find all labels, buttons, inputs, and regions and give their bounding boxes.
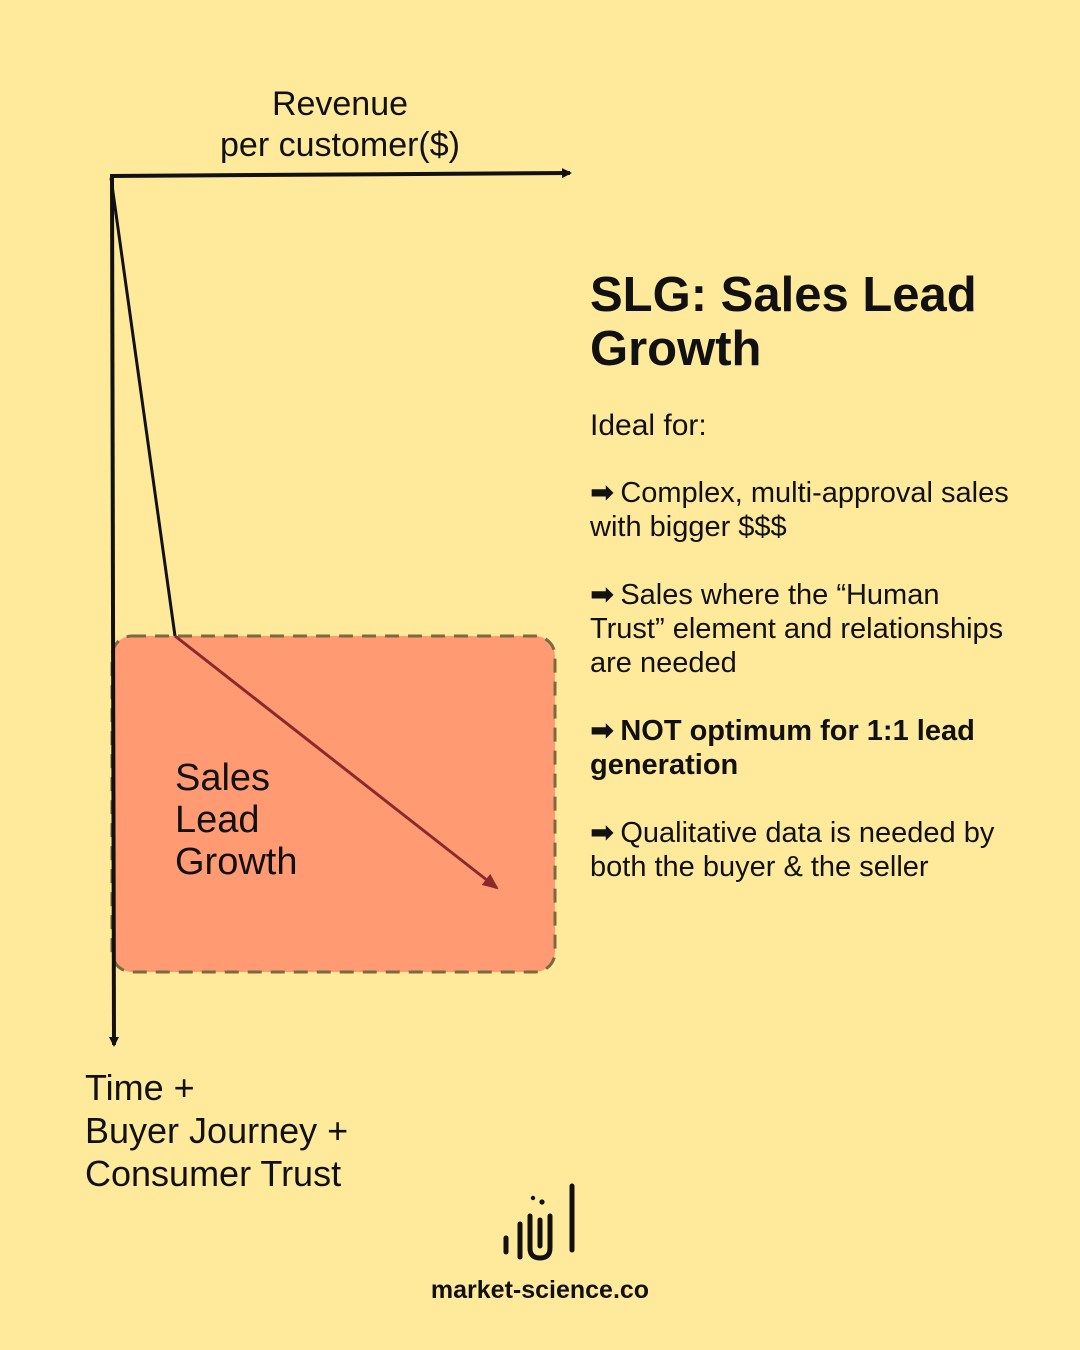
right-arrow-icon: ➡ xyxy=(590,715,615,747)
list-item: ➡ Complex, multi-approval sales with bigg… xyxy=(590,476,1020,544)
growth-path-line xyxy=(109,177,177,637)
x-axis xyxy=(109,168,572,179)
list-item: ➡ Qualitative data is needed by both the … xyxy=(590,816,1020,884)
list-item: ➡ Sales where the “Human Trust” element a… xyxy=(590,578,1020,680)
right-arrow-icon: ➡ xyxy=(590,477,615,509)
y-axis-label: Time + Buyer Journey + Consumer Trust xyxy=(85,1067,349,1194)
panel-title: SLG: Sales Lead Growth xyxy=(590,268,977,376)
right-arrow-icon: ➡ xyxy=(590,579,615,611)
right-arrow-icon: ➡ xyxy=(590,817,615,849)
ideal-for-list: ➡ Complex, multi-approval sales with bigg… xyxy=(590,476,1020,918)
list-item: ➡ NOT optimum for 1:1 lead generation xyxy=(590,714,1020,782)
list-item-text: NOT optimum for 1:1 lead generation xyxy=(590,715,975,781)
market-science-logo-icon xyxy=(503,1183,575,1261)
y-axis xyxy=(108,175,119,1047)
list-item-text: Complex, multi-approval sales with bigge… xyxy=(590,477,1009,543)
panel-subtitle: Ideal for: xyxy=(590,409,707,442)
x-axis-label: Revenue per customer($) xyxy=(220,85,460,164)
footer-domain: market-science.co xyxy=(430,1276,650,1304)
list-item-text: Sales where the “Human Trust” element an… xyxy=(590,579,1004,679)
region-label: Sales Lead Growth xyxy=(175,757,298,883)
list-item-text: Qualitative data is needed by both the b… xyxy=(590,817,995,883)
growth-trend-arrow xyxy=(174,634,499,890)
